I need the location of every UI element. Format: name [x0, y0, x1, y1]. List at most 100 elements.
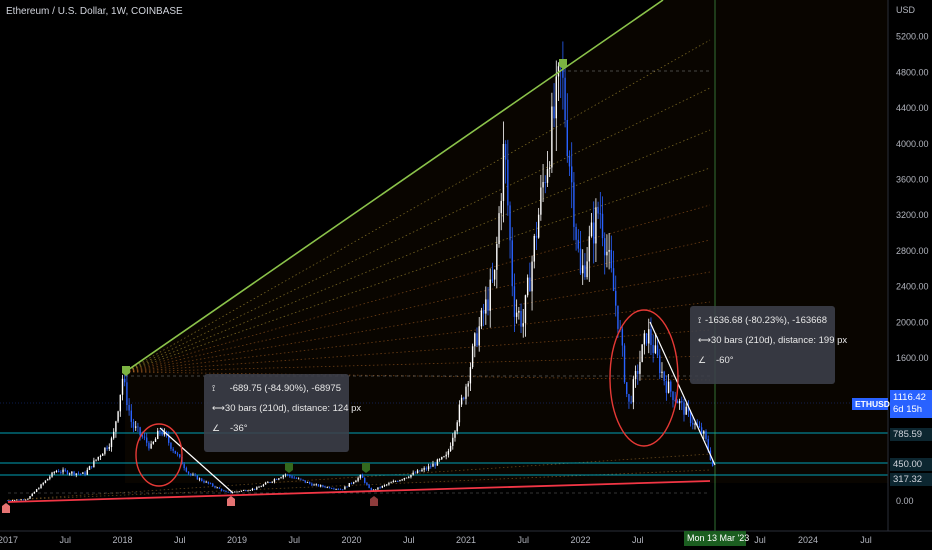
candle-body [546, 168, 549, 183]
candle-body [408, 477, 410, 478]
candle-body [520, 310, 522, 327]
candle-body [507, 159, 509, 206]
candle-body [311, 483, 313, 486]
candle-body [676, 401, 679, 404]
candle-body [258, 486, 260, 488]
candle-body [141, 435, 144, 437]
candle-body [302, 479, 304, 481]
highlight-circle-2018[interactable] [135, 423, 183, 487]
candle-body [463, 397, 465, 399]
candle-body [412, 472, 414, 475]
measure-tooltip-2[interactable]: ⟟ -1636.68 (-80.23%), -163668 ⟷ 30 bars (2… [690, 306, 847, 384]
candle-body [234, 491, 236, 493]
candle-body [502, 143, 505, 201]
candle-body [588, 236, 591, 262]
support-trend-line[interactable] [7, 480, 711, 503]
candle-body [487, 299, 489, 311]
candle-body [128, 405, 130, 411]
candle-body [139, 427, 141, 436]
candle-body [652, 344, 654, 353]
candle-body [146, 437, 148, 443]
peak-marker-2021[interactable] [559, 59, 567, 69]
fan-main-line[interactable] [124, 0, 664, 373]
candle-body [11, 500, 14, 502]
candle-body [53, 472, 55, 473]
candle-body [524, 295, 527, 324]
low-marker-2017[interactable] [2, 503, 10, 513]
candle-body [493, 269, 496, 280]
candle-body [427, 466, 430, 470]
candle-body [75, 473, 77, 475]
candle-body [126, 382, 128, 406]
measure-2-bars: 30 bars (210d), distance: 199 px [710, 334, 848, 346]
candle-body [333, 488, 335, 490]
measure-1-bars: 30 bars (210d), distance: 124 px [224, 402, 362, 414]
candle-body [458, 404, 461, 423]
marker-2019[interactable] [285, 463, 293, 473]
candle-body [482, 310, 485, 314]
measure-1-angle: -36° [230, 422, 248, 434]
candle-body [260, 486, 262, 488]
candle-body [291, 476, 293, 478]
peak-marker-2018[interactable] [122, 366, 130, 376]
candle-body [687, 406, 690, 412]
candle-body [674, 400, 676, 402]
candle-body [593, 222, 595, 244]
marker-2020[interactable] [362, 463, 370, 473]
candle-body [643, 333, 646, 345]
price-tick-label: 1600.00 [896, 353, 929, 363]
candle-body [110, 438, 113, 448]
candle-body [564, 77, 566, 121]
level-317-tag: 317.32 [890, 473, 932, 486]
fan-ray [124, 355, 711, 373]
candle-body [447, 451, 450, 455]
candle-body [355, 480, 357, 483]
candle-body [249, 490, 251, 491]
candle-body [328, 486, 331, 489]
cursor-date-tag: Mon 13 Mar '23 [684, 531, 749, 546]
candle-body [388, 483, 390, 485]
candle-body [49, 476, 51, 479]
candle-body [273, 479, 276, 482]
fan-ray-low [7, 469, 711, 501]
candle-body [469, 367, 472, 384]
candle-body [366, 482, 368, 485]
candle-body [526, 277, 529, 296]
measure-line-2[interactable] [649, 321, 716, 466]
time-tick-label: 2017 [0, 535, 18, 545]
price-axis-unit: USD [896, 5, 916, 15]
candle-body [214, 486, 216, 488]
price-tick-label: 4800.00 [896, 67, 929, 77]
candle-body [183, 464, 185, 469]
candle-body [667, 381, 670, 393]
candle-body [119, 394, 121, 412]
candle-body [194, 474, 196, 476]
measure-tooltip-1[interactable]: ⟟ -689.75 (-84.90%), -68975 ⟷ 30 bars (210… [204, 374, 361, 452]
candle-body [192, 474, 194, 476]
candle-body [460, 397, 463, 405]
time-tick-label: Jul [754, 535, 766, 545]
candle-body [348, 483, 350, 487]
candle-body [650, 329, 652, 345]
candle-body [315, 484, 317, 486]
candle-body [97, 456, 99, 460]
candle-body [601, 213, 604, 239]
time-tick-label: Jul [860, 535, 872, 545]
low-marker-2018[interactable] [227, 496, 235, 506]
candle-body [381, 485, 384, 488]
measure-line-1[interactable] [159, 427, 234, 494]
candle-body [297, 478, 300, 480]
time-tick-label: 2018 [112, 535, 132, 545]
candle-body [683, 402, 685, 415]
candle-body [77, 473, 80, 475]
candle-body [40, 484, 42, 489]
candle-body [143, 436, 146, 438]
low-marker-2020[interactable] [370, 496, 378, 506]
candle-body [599, 213, 602, 215]
candle-body [504, 143, 507, 160]
candle-body [190, 473, 192, 475]
candle-body [42, 482, 44, 485]
highlight-circle-2022[interactable] [609, 309, 679, 447]
